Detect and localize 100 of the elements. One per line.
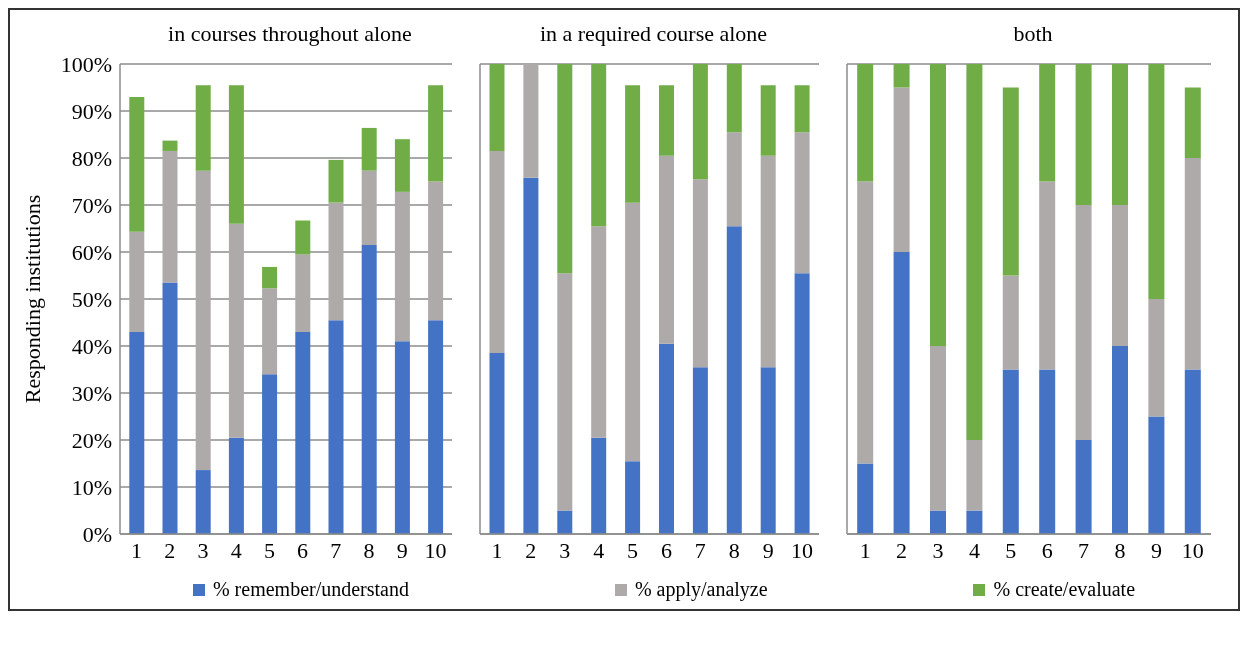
bar: [591, 437, 607, 534]
chart-title: both: [1012, 20, 1054, 48]
bar: [129, 231, 145, 332]
bar: [1148, 416, 1165, 534]
x-tick-label: 9: [1150, 537, 1162, 563]
bar: [1075, 64, 1092, 205]
bar: [1148, 64, 1165, 299]
bar: [557, 64, 573, 274]
bar: [195, 170, 211, 471]
x-tick-label: 4: [230, 537, 242, 563]
bar: [857, 463, 874, 534]
bar: [557, 273, 573, 511]
bar: [295, 220, 311, 255]
bar: [1075, 440, 1092, 534]
bar: [1111, 346, 1128, 534]
y-axis-title: Responding institutions: [19, 194, 45, 404]
y-tick-label: 90%: [71, 98, 112, 124]
bar: [1002, 369, 1019, 534]
bar: [1148, 299, 1165, 417]
y-tick-label: 10%: [71, 474, 112, 500]
chart-title: in a required course alone: [538, 20, 769, 48]
bar: [794, 85, 810, 133]
bar: [591, 226, 607, 438]
y-tick-label: 50%: [71, 286, 112, 312]
bar: [523, 177, 539, 534]
bar: [726, 64, 742, 133]
bar: [361, 127, 377, 171]
bar: [726, 226, 742, 534]
bar: [394, 139, 410, 192]
x-tick-label: 2: [896, 537, 908, 563]
x-tick-label: 1: [491, 537, 503, 563]
bar: [625, 85, 641, 203]
y-tick-label: 60%: [71, 239, 112, 265]
bar: [966, 64, 983, 440]
bar: [591, 64, 607, 227]
bar: [195, 470, 211, 534]
bar: [361, 170, 377, 245]
bar: [1184, 158, 1201, 370]
bar: [262, 374, 278, 534]
bar: [228, 437, 244, 534]
bar: [966, 510, 983, 534]
bar: [692, 367, 708, 534]
x-tick-label: 6: [660, 537, 672, 563]
bar: [760, 85, 776, 156]
bar: [394, 191, 410, 342]
x-tick-label: 9: [762, 537, 774, 563]
bar: [966, 440, 983, 511]
x-tick-label: 4: [968, 537, 980, 563]
bar: [262, 267, 278, 289]
bar: [1184, 369, 1201, 534]
legend-label: % remember/understand: [212, 578, 409, 601]
bar: [1039, 369, 1056, 534]
bar: [1111, 64, 1128, 205]
bar: [625, 461, 641, 534]
bar: [295, 254, 311, 332]
x-tick-label: 7: [694, 537, 706, 563]
bar: [893, 252, 910, 534]
bar: [929, 510, 946, 534]
x-tick-label: 10: [1181, 537, 1204, 563]
y-tick-label: 40%: [71, 333, 112, 359]
bar: [625, 202, 641, 462]
bar: [760, 367, 776, 534]
bar: [129, 331, 145, 534]
bar: [228, 223, 244, 438]
bar: [428, 85, 444, 182]
bar: [162, 140, 178, 151]
bar: [228, 85, 244, 224]
bar: [692, 179, 708, 368]
x-tick-label: 3: [197, 537, 209, 563]
bar: [162, 150, 178, 283]
x-tick-label: 5: [263, 537, 275, 563]
chart-title: in courses throughout alone: [168, 21, 412, 46]
bar: [328, 320, 344, 534]
bar: [1002, 87, 1019, 276]
x-tick-label: 5: [627, 537, 639, 563]
x-tick-label: 4: [593, 537, 605, 563]
bar: [394, 341, 410, 534]
bar: [1111, 205, 1128, 346]
bar: [857, 64, 874, 182]
bar: [658, 343, 674, 534]
bar: [893, 87, 910, 252]
bar: [692, 64, 708, 180]
x-tick-label: 7: [1078, 537, 1090, 563]
x-tick-label: 5: [1005, 537, 1017, 563]
y-tick-label: 100%: [60, 51, 112, 77]
bar: [328, 202, 344, 321]
x-tick-label: 9: [396, 537, 408, 563]
y-tick-label: 70%: [71, 192, 112, 218]
bar: [428, 181, 444, 321]
bar: [658, 85, 674, 156]
bar: [857, 181, 874, 464]
x-tick-label: 3: [559, 537, 571, 563]
x-tick-label: 7: [330, 537, 342, 563]
bar: [361, 244, 377, 534]
bar: [428, 320, 444, 534]
x-tick-label: 6: [1041, 537, 1053, 563]
x-tick-label: 10: [424, 537, 447, 563]
bar: [162, 282, 178, 534]
x-tick-label: 1: [859, 537, 871, 563]
x-tick-label: 8: [728, 537, 740, 563]
